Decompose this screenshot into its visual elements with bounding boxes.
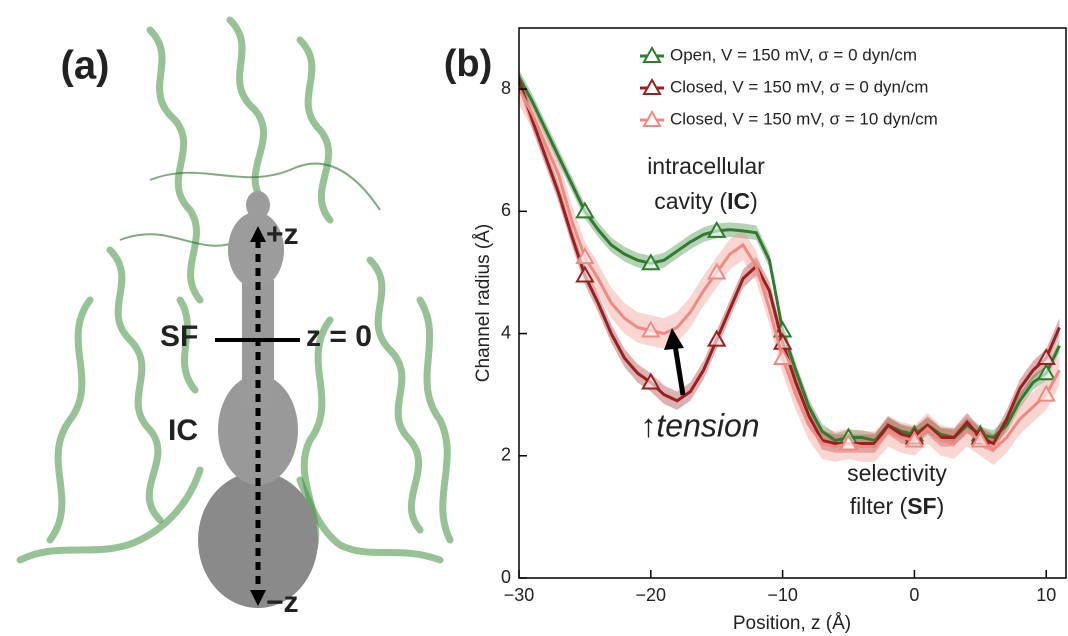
marker: [706, 220, 727, 238]
tension-arrow-head: [664, 328, 684, 350]
x-tick-label: 10: [1036, 585, 1056, 605]
annotation: intracellular: [647, 153, 765, 179]
y-tick-label: 0: [501, 567, 511, 587]
annotation-part: cavity (: [654, 188, 727, 214]
plot-area: [519, 69, 1061, 465]
ic-label: IC: [168, 414, 198, 447]
series-line: [519, 88, 1061, 452]
annotation: ↑tension: [640, 407, 759, 443]
y-axis-label: Channel radius (Å): [473, 224, 494, 382]
marker: [575, 247, 595, 265]
y-tick-label: 4: [501, 322, 511, 342]
tension-arrow: [672, 344, 686, 396]
protein-ribbons: [16, 16, 454, 564]
z0-label: z = 0: [306, 320, 372, 353]
y-tick-label: 2: [501, 445, 511, 465]
error-band: [519, 73, 1060, 465]
error-band: [519, 69, 1060, 448]
plus-z: +z: [266, 218, 299, 251]
axes-frame: [518, 27, 1067, 579]
y-tick-label: 6: [501, 200, 511, 220]
x-tick-label: −10: [767, 585, 798, 605]
marker: [706, 329, 727, 347]
annotation-part: ): [937, 493, 945, 519]
marker: [706, 262, 727, 280]
legend-marker: [642, 77, 662, 95]
annotation-part: filter (: [850, 493, 908, 519]
arrow-head: [250, 590, 266, 606]
legend-label: Closed, V = 150 mV, σ = 10 dyn/cm: [670, 109, 938, 128]
x-tick-label: 0: [909, 585, 919, 605]
pore-top: [228, 212, 284, 288]
marker: [772, 347, 793, 365]
x-tick-label: −20: [636, 585, 667, 605]
annotation: filter (SF): [850, 493, 945, 519]
marker: [1036, 363, 1056, 381]
legend-label: Open, V = 150 mV, σ = 0 dyn/cm: [670, 45, 917, 64]
annotation: cavity (IC): [654, 188, 758, 214]
panel-label: (b): [444, 43, 493, 85]
annotation-part: ): [750, 188, 758, 214]
marker: [970, 430, 991, 448]
marker: [1036, 384, 1056, 402]
marker: [1036, 347, 1056, 365]
marker: [641, 320, 661, 338]
marker: [575, 265, 595, 283]
marker: [575, 201, 595, 219]
marker: [641, 372, 661, 390]
annotation: selectivity: [847, 460, 947, 486]
sf-label: SF: [160, 320, 198, 353]
legend-marker: [642, 45, 662, 63]
marker: [904, 430, 925, 448]
marker: [641, 253, 661, 271]
arrow-head: [250, 226, 266, 242]
legend-label: Closed, V = 150 mV, σ = 0 dyn/cm: [670, 77, 928, 96]
annotation-part: IC: [727, 188, 750, 214]
legend-marker: [642, 109, 662, 127]
panel-a: (a) +z SF z = 0 IC −z: [16, 16, 454, 619]
y-tick-label: 8: [501, 78, 511, 98]
x-axis-label: Position, z (Å): [733, 613, 851, 634]
panel-label: (a): [61, 44, 110, 88]
minus-z: −z: [266, 586, 299, 619]
x-tick-label: −30: [504, 585, 535, 605]
marker: [838, 433, 859, 451]
error-band: [519, 70, 1060, 453]
annotation-part: SF: [907, 493, 936, 519]
pore-tip: [246, 191, 270, 219]
